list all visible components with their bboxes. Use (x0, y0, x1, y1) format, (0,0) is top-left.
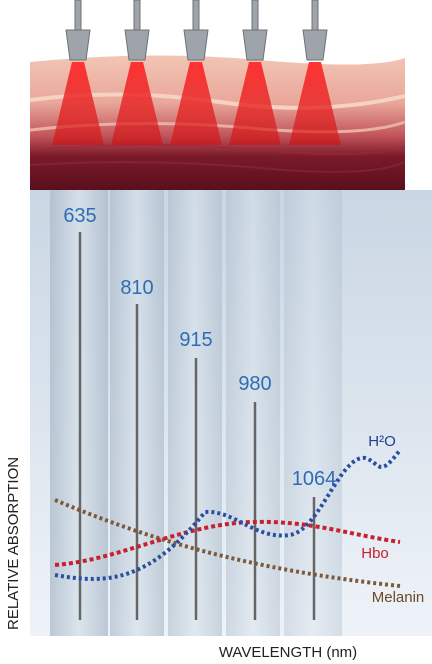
background (30, 190, 432, 636)
hbo-label: Hbo (361, 545, 389, 562)
hbo-curve (54, 519, 401, 567)
wavelength-label: 1064 (292, 468, 337, 490)
wavelength-label: 810 (120, 277, 153, 299)
water-curve (54, 448, 402, 581)
y-axis-label: RELATIVE ABSORPTION (5, 457, 22, 630)
melanin-label: Melanin (372, 589, 425, 606)
water-label: H²O (368, 433, 396, 450)
wavelength-label: 635 (63, 205, 96, 227)
laser-beams (52, 62, 341, 145)
wavelength-label: 915 (179, 329, 212, 351)
laser-heads (65, 0, 328, 61)
wavelength-label: 980 (238, 373, 271, 395)
x-axis-label: WAVELENGTH (nm) (219, 644, 357, 661)
wavelength-lines (78, 232, 316, 620)
